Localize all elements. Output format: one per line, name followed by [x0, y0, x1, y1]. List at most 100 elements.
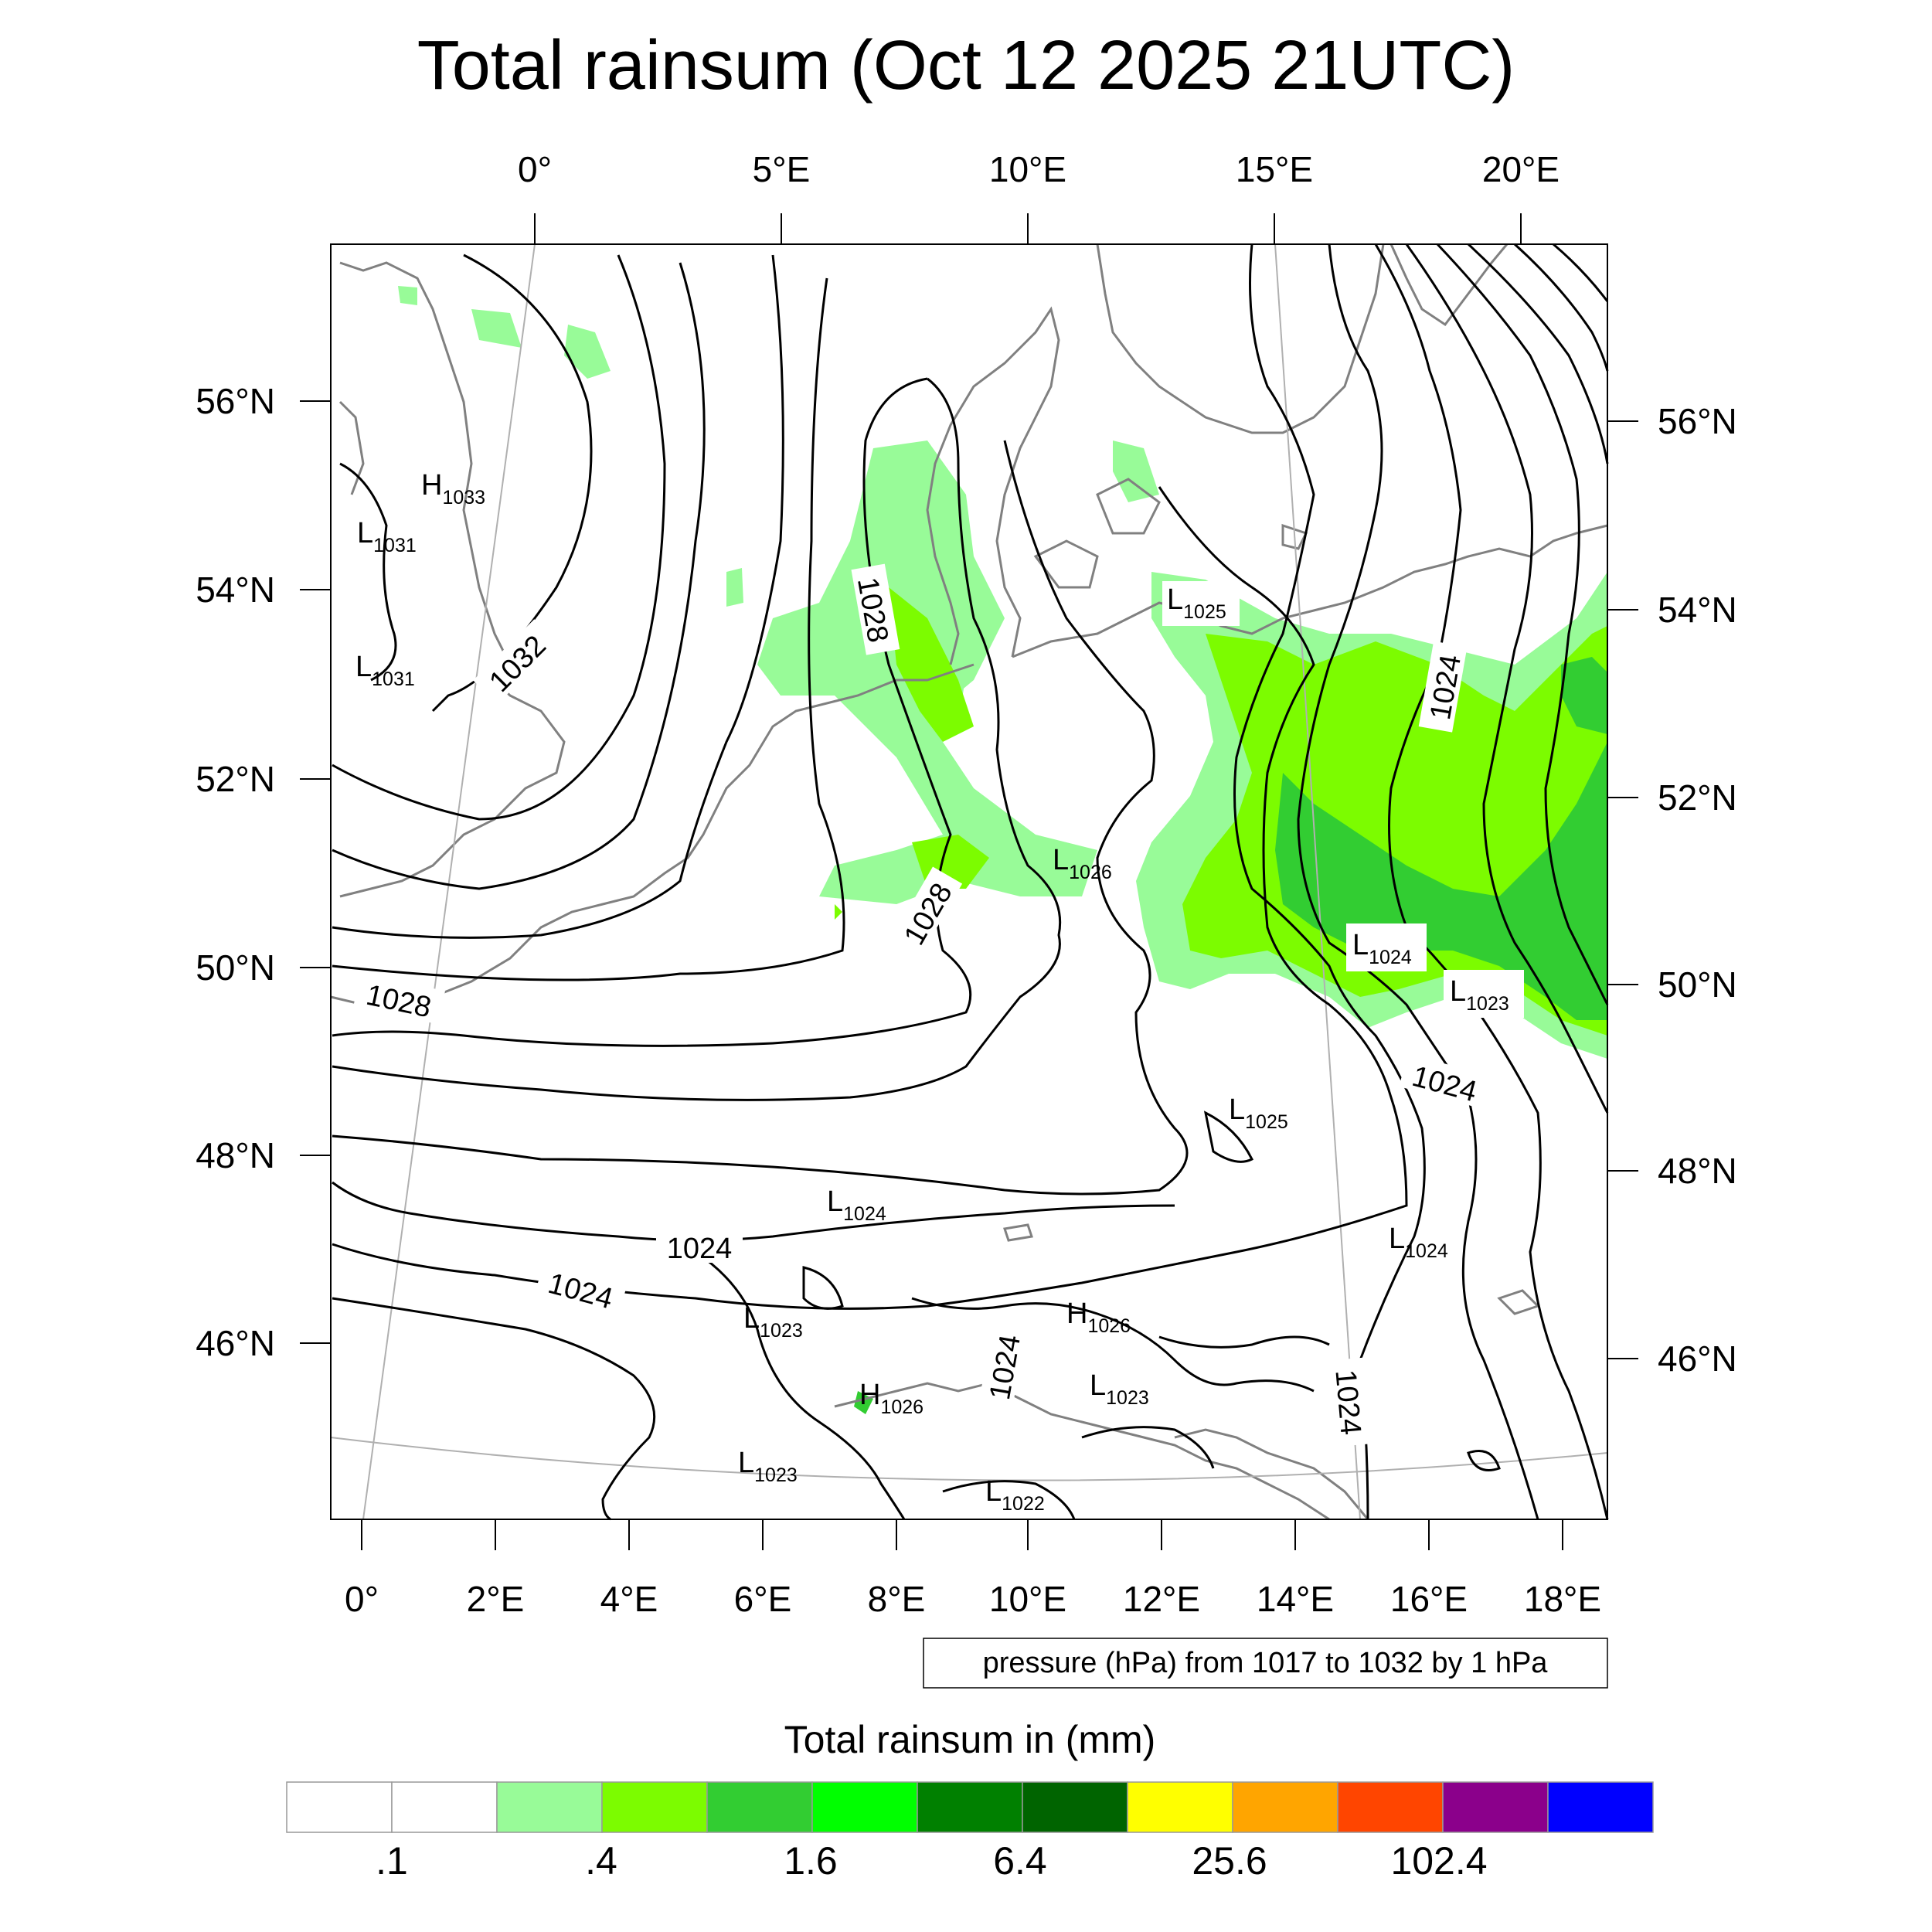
contour-info-box: pressure (hPa) from 1017 to 1032 by 1 hP…: [923, 1638, 1608, 1689]
rain-patch: [1113, 440, 1159, 502]
isobar: [332, 277, 845, 981]
colorbar-box: [601, 1781, 708, 1833]
left-axis-label: 56°N: [196, 381, 275, 421]
pressure-center: L1031: [355, 651, 415, 690]
isobar: [339, 462, 397, 682]
isobar: [802, 1266, 844, 1310]
bottom-axis-label: 10°E: [989, 1579, 1066, 1619]
isobar: [1405, 243, 1609, 1114]
pressure-center: L1023: [1450, 975, 1509, 1015]
isobar: [942, 1480, 1076, 1520]
right-axis: [1607, 420, 1638, 1359]
contour-label: 1024: [1328, 1369, 1366, 1437]
bottom-axis-labels: 0° 2°E 4°E 6°E 8°E 10°E 12°E 14°E 16°E 1…: [345, 1579, 1601, 1619]
bottom-axis-label: 8°E: [868, 1579, 926, 1619]
colorbar-box: [1127, 1781, 1233, 1833]
left-axis-label: 46°N: [196, 1323, 275, 1363]
colorbar-label: 102.4: [1390, 1839, 1487, 1883]
meridian-15e: [1274, 243, 1361, 1520]
left-axis-label: 50°N: [196, 947, 275, 988]
colorbar-box: [917, 1781, 1023, 1833]
isobar: [1297, 243, 1539, 1520]
top-axis: [534, 213, 1522, 244]
rain-patch: [471, 309, 522, 348]
bottom-axis-label: 16°E: [1390, 1579, 1468, 1619]
pressure-center: L1026: [1053, 844, 1112, 883]
coastline-baltic: [1012, 524, 1608, 658]
right-axis-label: 56°N: [1658, 401, 1737, 441]
isobar: [332, 1297, 656, 1521]
top-axis-labels: 0° 5°E 10°E 15°E 20°E: [518, 149, 1560, 189]
colorbar-boxes: [286, 1781, 1654, 1833]
bottom-axis-label: 2°E: [467, 1579, 525, 1619]
isobar: [1467, 243, 1609, 464]
colorbar-box: [1547, 1781, 1654, 1833]
rain-patch: [398, 286, 417, 305]
colorbar-box: [391, 1781, 498, 1833]
top-axis-label: 15°E: [1236, 149, 1313, 189]
left-axis: [300, 400, 331, 1344]
isobar: [695, 1250, 906, 1520]
coastline-denmark: [926, 306, 1060, 665]
pressure-center: H1033: [421, 469, 485, 509]
bottom-axis-label: 6°E: [734, 1579, 792, 1619]
colorbar-label: .1: [376, 1839, 408, 1883]
left-axis-label: 52°N: [196, 759, 275, 799]
colorbar-label: 6.4: [993, 1839, 1047, 1883]
colorbar-box: [286, 1781, 393, 1833]
map-frame: [330, 243, 1608, 1520]
rain-patch: [564, 325, 611, 379]
colorbar-box: [811, 1781, 918, 1833]
colorbar-box: [1232, 1781, 1338, 1833]
bottom-axis-label: 12°E: [1123, 1579, 1200, 1619]
rain-patch: [835, 904, 842, 920]
chart-title: Total rainsum (Oct 12 2025 21UTC): [417, 27, 1515, 104]
isobar: [1467, 1450, 1501, 1471]
rain-shading: [398, 286, 1607, 1414]
coastline-sweden: [1096, 243, 1385, 434]
pressure-center: L1031: [357, 517, 417, 556]
isobars: [332, 243, 1609, 1521]
pressure-center: L1023: [1090, 1369, 1149, 1409]
pressure-center: H1026: [1066, 1298, 1131, 1337]
rain-patch: [1275, 742, 1607, 1020]
coastline-lake: [1003, 1223, 1033, 1242]
top-axis-label: 5°E: [753, 149, 811, 189]
colorbar-box: [706, 1781, 813, 1833]
right-axis-label: 48°N: [1658, 1151, 1737, 1191]
pressure-center: L1022: [985, 1475, 1045, 1515]
right-axis-label: 50°N: [1658, 964, 1737, 1005]
isobar: [332, 440, 1189, 1196]
isobar: [1436, 243, 1609, 1005]
right-axis-labels: 56°N 54°N 52°N 50°N 48°N 46°N: [1658, 401, 1737, 1379]
isobar: [332, 486, 1408, 1310]
bottom-axis-label: 14°E: [1257, 1579, 1334, 1619]
pressure-center: L1023: [738, 1447, 798, 1486]
top-axis-label: 10°E: [989, 149, 1066, 189]
coastline-island: [1281, 523, 1308, 550]
isobar: [1233, 243, 1426, 1520]
left-axis-label: 54°N: [196, 570, 275, 610]
coastline-britain-west: [338, 400, 365, 495]
pressure-center: L1025: [1167, 583, 1226, 623]
coastline-italy-east: [1174, 1428, 1369, 1520]
bottom-axis-label: 4°E: [600, 1579, 658, 1619]
pressure-center: H1026: [859, 1379, 923, 1418]
pressure-center: L1025: [1229, 1094, 1288, 1133]
contour-info-text: pressure (hPa) from 1017 to 1032 by 1 hP…: [983, 1647, 1549, 1679]
isobar: [332, 254, 666, 821]
top-axis-label: 20°E: [1482, 149, 1560, 189]
isobar: [1158, 1335, 1330, 1349]
rain-patch: [889, 587, 974, 742]
map-area: 1032 1028 1028 1028 1024 1024: [330, 243, 1609, 1521]
isobar: [1513, 243, 1609, 372]
isobar: [332, 262, 706, 890]
rain-patch: [726, 568, 743, 607]
coastline-continent: [330, 663, 975, 1006]
bottom-axis: [361, 1519, 1563, 1550]
isobar: [1374, 243, 1609, 1520]
colorbar-box: [1337, 1781, 1444, 1833]
isobar: [332, 254, 784, 939]
colorbar-label: 1.6: [784, 1839, 838, 1883]
